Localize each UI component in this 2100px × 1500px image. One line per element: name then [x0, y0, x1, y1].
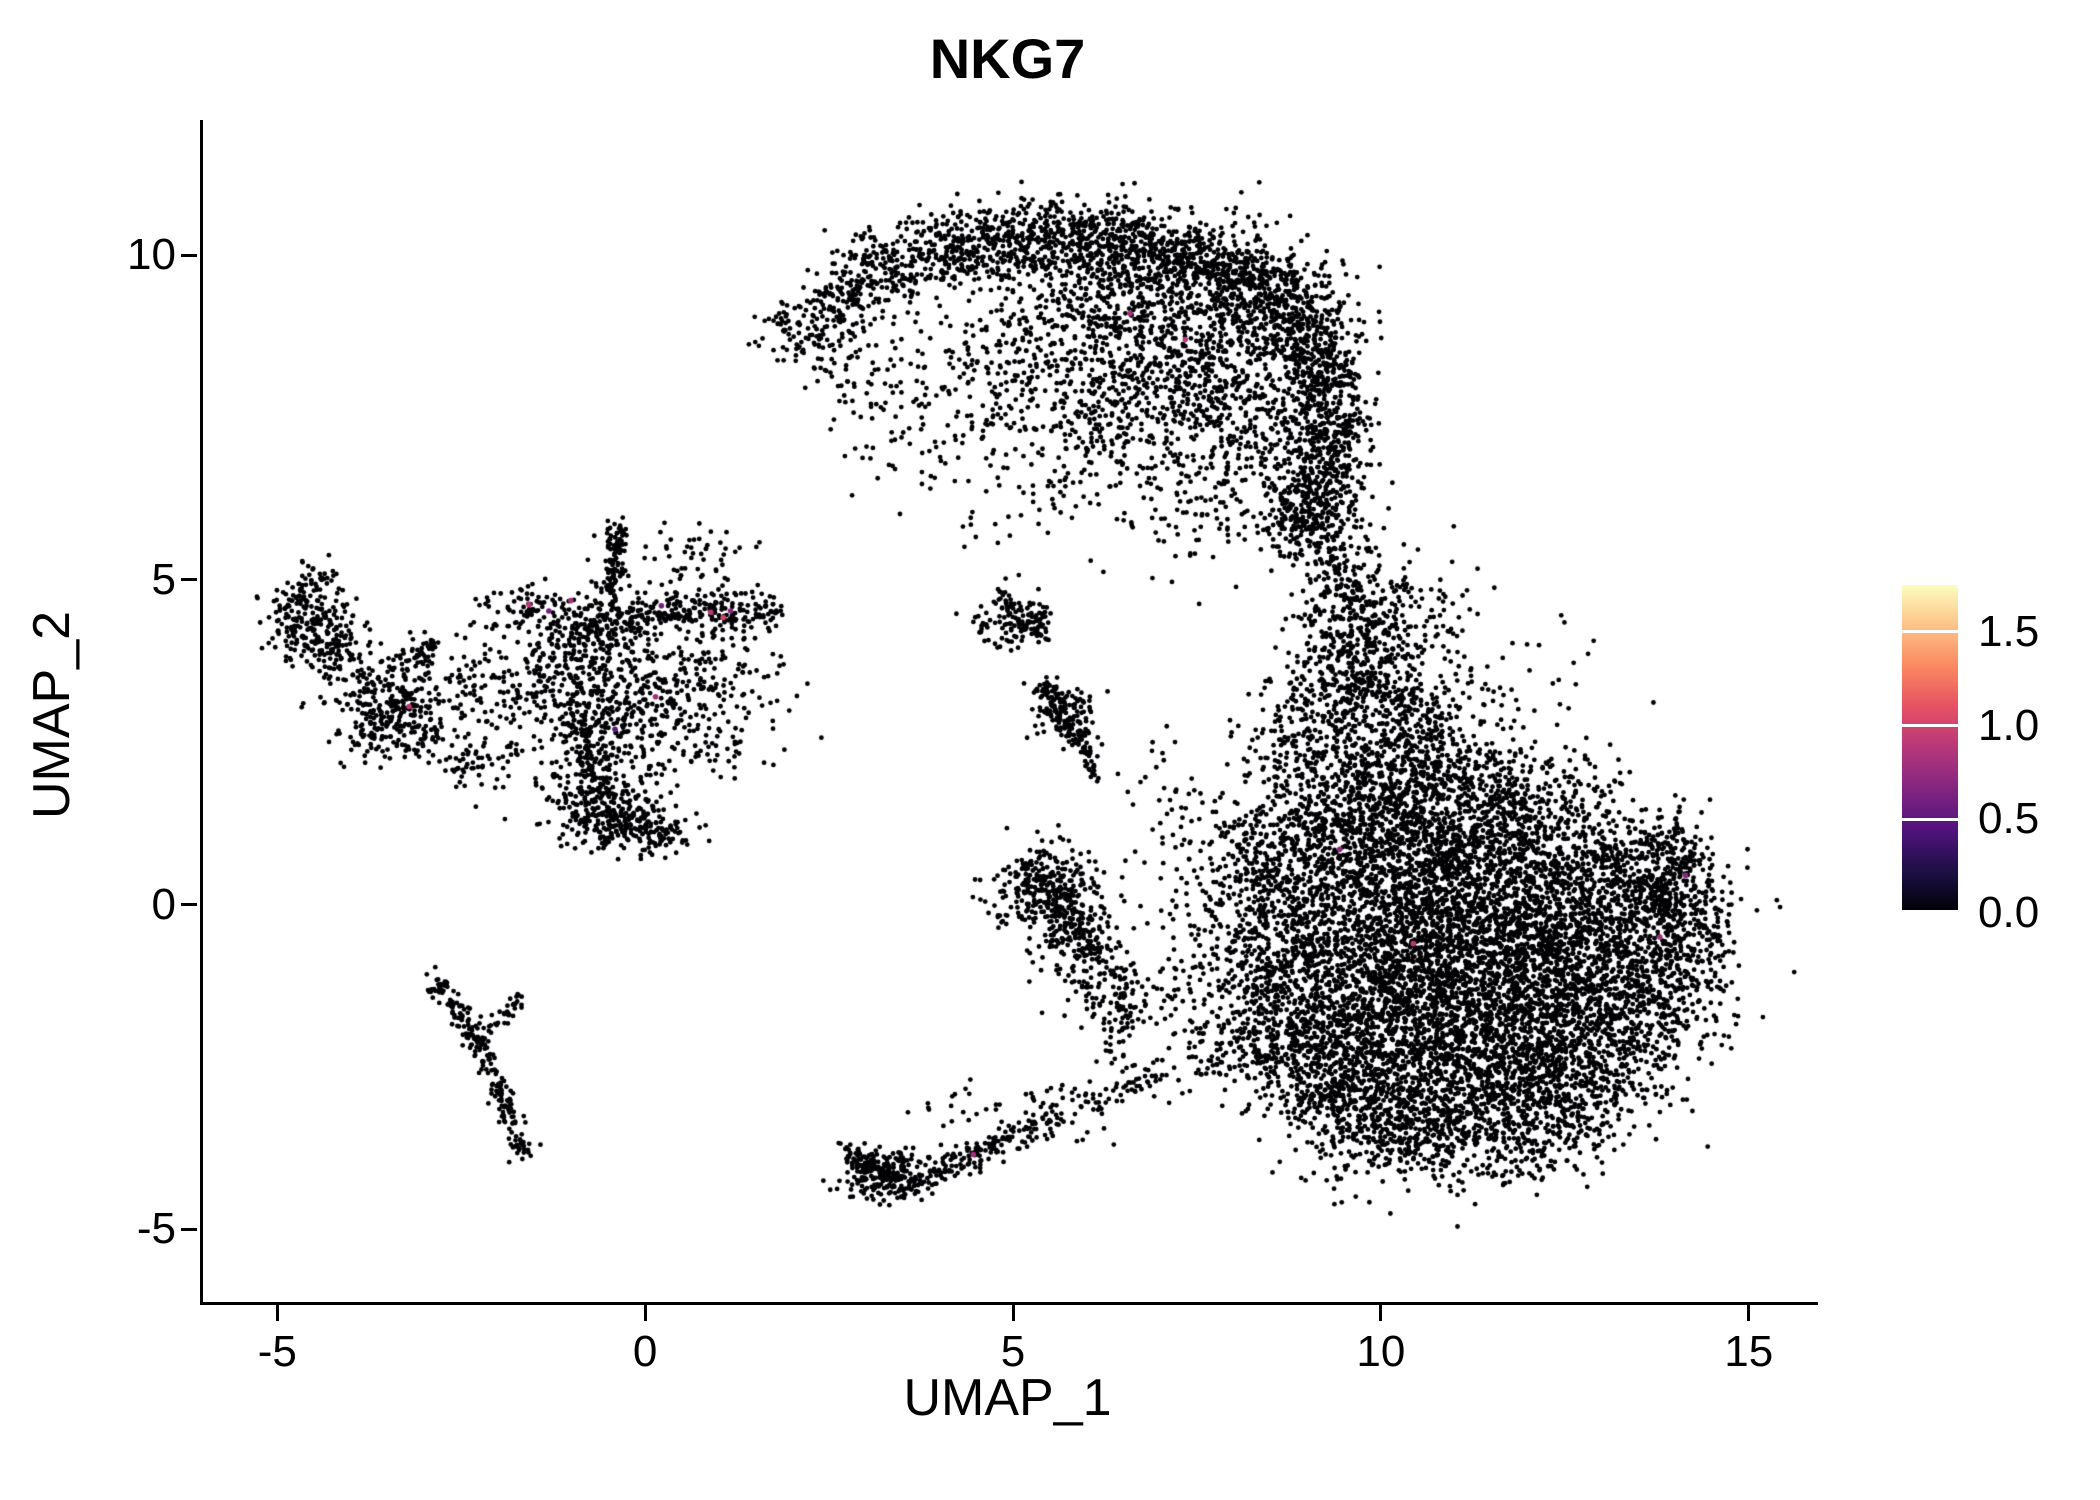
x-tick [275, 1305, 279, 1321]
y-tick [181, 578, 197, 582]
x-tick-label: 0 [632, 1327, 658, 1376]
y-tick [181, 1227, 197, 1231]
x-axis-label: UMAP_1 [903, 1369, 1112, 1427]
colorbar-tick-label: 1.0 [1978, 700, 2040, 750]
colorbar-tick-label: 0.5 [1978, 794, 2040, 844]
colorbar-gradient-bar [1902, 585, 1958, 913]
x-tick [1379, 1305, 1383, 1321]
y-tick-label: -5 [136, 1204, 176, 1254]
x-tick [1011, 1305, 1015, 1321]
colorbar-tick-label: 1.5 [1978, 606, 2040, 656]
y-tick-label: 0 [151, 879, 176, 929]
colorbar-tick [1902, 910, 1958, 913]
x-tick [1747, 1305, 1751, 1321]
colorbar-tick [1902, 630, 1958, 634]
colorbar-tick-label: 0.0 [1978, 888, 2040, 937]
y-tick-label: 10 [127, 230, 176, 280]
colorbar-tick [1902, 724, 1958, 728]
x-tick-label: 15 [1724, 1327, 1774, 1376]
plot-title: NKG7 [929, 27, 1086, 90]
plot-panel [200, 120, 1818, 1305]
y-tick [181, 253, 197, 257]
x-tick-label: 5 [1000, 1327, 1026, 1376]
colorbar-tick [1902, 817, 1958, 821]
x-tick-label: 10 [1356, 1327, 1406, 1376]
y-tick-label: 5 [151, 554, 176, 604]
x-tick [643, 1305, 647, 1321]
y-tick [181, 903, 197, 907]
umap-scatter-canvas [203, 120, 1818, 1302]
x-tick-label: -5 [257, 1327, 297, 1376]
